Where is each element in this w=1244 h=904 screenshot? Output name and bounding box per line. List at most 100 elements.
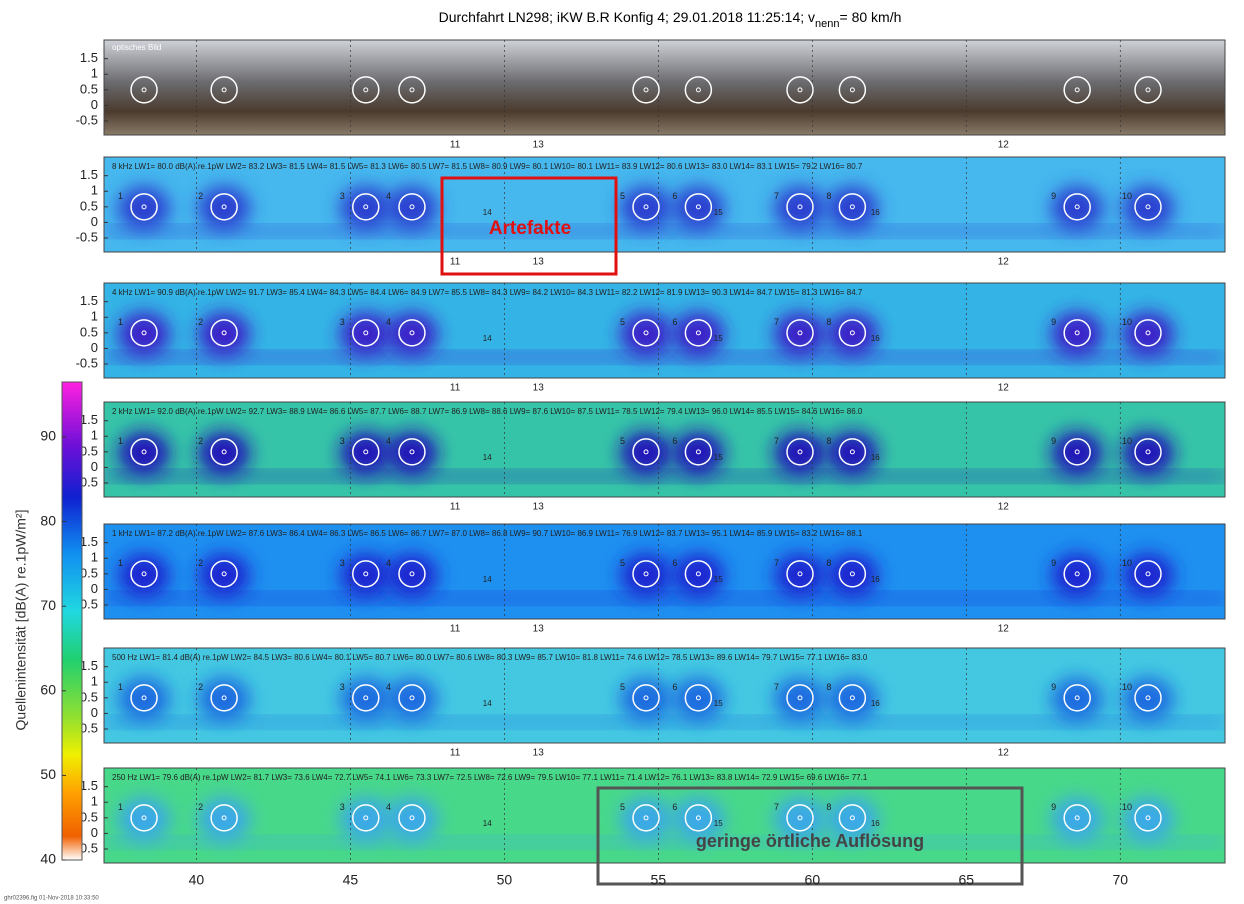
source-center (849, 695, 855, 701)
source-center (363, 87, 369, 93)
source-center (1074, 330, 1080, 336)
source-center (1074, 815, 1080, 821)
source-circle (632, 804, 660, 832)
source-circle (130, 684, 158, 712)
source-label: 2 (198, 682, 203, 692)
source-center (141, 204, 147, 210)
source-label: 2 (198, 558, 203, 568)
source-label: 8 (826, 802, 831, 812)
source-center (849, 571, 855, 577)
x-tick-label: 65 (959, 872, 975, 888)
source-center (409, 330, 415, 336)
source-center (849, 449, 855, 455)
source-label: 3 (340, 682, 345, 692)
source-circle (130, 319, 158, 347)
panel-frame (103, 523, 1226, 620)
inner-label: 14 (483, 575, 492, 584)
axle-label: 13 (533, 257, 545, 268)
source-label: 7 (774, 802, 779, 812)
source-label: 4 (386, 436, 391, 446)
annotation: geringe örtliche Auflösung (696, 831, 924, 851)
source-circle (352, 193, 380, 221)
source-label: 10 (1122, 682, 1132, 692)
source-circle (210, 193, 238, 221)
source-label: 10 (1122, 191, 1132, 201)
source-center (643, 815, 649, 821)
source-center (141, 449, 147, 455)
source-center (409, 695, 415, 701)
source-label: 3 (340, 191, 345, 201)
source-center (695, 815, 701, 821)
photo-panel (104, 40, 1225, 135)
source-label: 10 (1122, 436, 1132, 446)
source-circle (210, 804, 238, 832)
source-center (849, 815, 855, 821)
source-circle (632, 560, 660, 588)
source-circle (1063, 804, 1091, 832)
source-circle (684, 438, 713, 466)
x-tick-label: 55 (651, 872, 667, 888)
source-circle (786, 193, 814, 221)
inner-label: 16 (871, 819, 880, 828)
source-center (1074, 204, 1080, 210)
source-label: 3 (340, 802, 345, 812)
source-center (797, 815, 803, 821)
source-circle (632, 193, 660, 221)
inner-label: 14 (483, 208, 492, 217)
source-center (643, 571, 649, 577)
title-end: = 80 km/h (840, 9, 902, 25)
source-circle (684, 319, 713, 347)
annotation: Artefakte (489, 218, 571, 239)
y-tick-label: 0 (91, 214, 98, 229)
inner-label: 16 (871, 208, 880, 217)
source-center (409, 204, 415, 210)
source-label: 1 (118, 558, 123, 568)
y-tick-label: -0.5 (76, 355, 98, 370)
source-center (849, 87, 855, 93)
axle-label: 13 (533, 140, 545, 151)
source-circle (1063, 319, 1091, 347)
source-label: 6 (672, 436, 677, 446)
y-tick-label: 0.5 (80, 565, 98, 580)
source-center (409, 815, 415, 821)
source-label: 5 (620, 191, 625, 201)
source-circle (398, 438, 426, 466)
panel-frame (103, 647, 1226, 744)
source-circle (838, 76, 867, 104)
source-circle (210, 438, 238, 466)
annotation-box (440, 176, 618, 276)
source-center (1145, 87, 1151, 93)
inner-label: 15 (714, 575, 723, 584)
source-circle (838, 684, 867, 712)
source-circle (352, 319, 380, 347)
heatmap (104, 283, 1225, 378)
y-tick-label: 1.5 (80, 534, 98, 549)
source-center (695, 204, 701, 210)
source-label: 7 (774, 436, 779, 446)
source-circle (130, 193, 158, 221)
y-tick-label: 1 (91, 66, 98, 81)
source-center (409, 571, 415, 577)
source-label: 8 (826, 191, 831, 201)
axle-label: 12 (998, 383, 1010, 394)
y-tick-label: 1.5 (80, 658, 98, 673)
y-tick-label: 1 (91, 794, 98, 809)
source-label: 4 (386, 682, 391, 692)
source-center (695, 449, 701, 455)
source-circle (684, 560, 713, 588)
source-center (849, 330, 855, 336)
source-circle (398, 76, 426, 104)
panel-header: 1 kHz LW1= 87.2 dB(A) re.1pW LW2= 87.6 L… (112, 529, 863, 538)
axle-label: 12 (998, 624, 1010, 635)
y-tick-label: 1 (91, 309, 98, 324)
axle-label: 12 (998, 748, 1010, 759)
source-label: 6 (672, 558, 677, 568)
source-circle (210, 76, 238, 104)
heatmap (104, 524, 1225, 619)
source-center (363, 571, 369, 577)
source-circle (684, 684, 713, 712)
source-circle (352, 560, 380, 588)
panel-frame (103, 401, 1226, 498)
heatmap-band (104, 718, 1225, 727)
